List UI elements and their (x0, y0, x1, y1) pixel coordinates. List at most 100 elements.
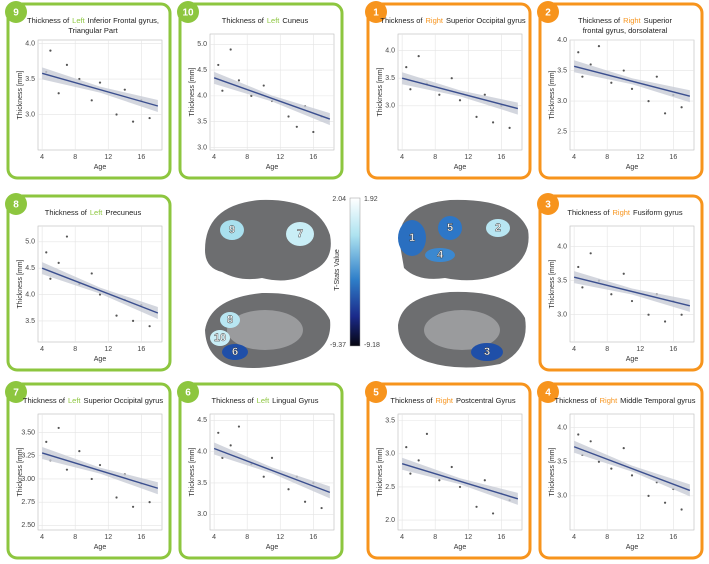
data-point (655, 75, 658, 78)
x-tick-label: 4 (40, 346, 44, 353)
y-axis-label: Thickness [mm] (189, 67, 196, 116)
x-tick-label: 8 (605, 346, 609, 353)
data-point (680, 313, 683, 316)
brain-images: T-Stats Value 2.04 1.92 -9.37 -9.18 (205, 196, 529, 368)
data-point (90, 99, 93, 102)
region-label: 2 (495, 222, 501, 234)
data-point (647, 100, 650, 103)
title-hemisphere: Right (435, 396, 453, 405)
y-tick-label: 4.5 (25, 265, 35, 272)
data-point (597, 45, 601, 48)
data-point (458, 485, 462, 489)
data-point (409, 472, 412, 475)
data-point (123, 88, 126, 91)
panel-title: Triangular Part (68, 26, 118, 35)
y-tick-label: 3.5 (385, 417, 395, 424)
data-point (491, 121, 495, 124)
data-point (622, 272, 625, 275)
fit-line (213, 447, 331, 494)
data-point (475, 115, 478, 118)
data-point (581, 286, 584, 289)
title-hemisphere: Left (68, 396, 81, 405)
data-point (622, 69, 625, 72)
y-tick-label: 4.5 (197, 67, 207, 74)
x-tick-label: 16 (137, 346, 145, 353)
data-point (630, 299, 634, 303)
x-tick-label: 12 (636, 346, 644, 353)
data-point (597, 460, 601, 463)
y-tick-label: 3.0 (385, 103, 395, 110)
y-tick-label: 4.0 (557, 243, 567, 250)
panel-title: Thickness of Right Superior Occipital gyru… (380, 16, 525, 25)
data-point (98, 293, 102, 296)
y-tick-label: 3.5 (385, 75, 395, 82)
y-tick-label: 3.5 (557, 277, 567, 284)
data-point (65, 235, 69, 238)
region-label: 5 (447, 222, 453, 234)
badge-number: 10 (182, 8, 194, 19)
x-axis-label: Age (454, 544, 467, 551)
data-point (450, 77, 453, 80)
data-point (589, 252, 592, 255)
x-tick-label: 12 (636, 154, 644, 161)
x-tick-label: 4 (572, 154, 576, 161)
badge (537, 193, 559, 215)
data-point (217, 431, 220, 434)
x-tick-label: 12 (104, 154, 112, 161)
fit-line (401, 463, 519, 500)
data-point (217, 63, 220, 67)
x-tick-label: 4 (212, 154, 216, 161)
y-tick-label: 4.0 (25, 40, 35, 47)
badge-number: 3 (545, 200, 551, 211)
x-axis-label: Age (626, 356, 639, 363)
title-prefix: Thickness of (390, 396, 433, 405)
x-axis-label: Age (94, 164, 107, 171)
data-point (115, 113, 118, 116)
title-prefix: Thickness of (212, 396, 255, 405)
title-rest: Postcentral Gyrus (456, 396, 516, 405)
plot-area (37, 39, 163, 151)
x-axis-label: Age (626, 164, 639, 171)
title-rest: Inferior Frontal gyrus, (88, 16, 159, 25)
badge-number: 7 (13, 388, 19, 399)
x-tick-label: 4 (400, 534, 404, 541)
data-point (647, 313, 650, 316)
title-rest: Cuneus (282, 16, 308, 25)
fit-line (41, 267, 159, 314)
data-point (78, 77, 81, 81)
x-axis-label: Age (94, 544, 107, 551)
badge-number: 1 (373, 8, 379, 19)
x-tick-label: 16 (497, 534, 505, 541)
title-prefix: Thickness of (45, 208, 88, 217)
data-point (663, 112, 667, 115)
data-point (577, 265, 580, 269)
title-hemisphere: Left (90, 208, 103, 217)
panel-title: Thickness of Left Precuneus (45, 208, 142, 217)
region-label: 3 (484, 346, 490, 358)
y-axis-label: Thickness [mm] (189, 447, 196, 496)
y-axis-label: Thickness [mm] (549, 70, 556, 119)
data-point (287, 115, 290, 118)
colorbar-tick: 1.92 (364, 196, 378, 203)
region-label: 10 (214, 332, 226, 344)
data-point (229, 444, 232, 447)
y-tick-label: 3.50 (21, 429, 35, 436)
data-point (78, 450, 81, 453)
x-tick-label: 12 (464, 154, 472, 161)
x-tick-label: 4 (572, 534, 576, 541)
title-rest: Middle Temporal gyrus (620, 396, 696, 405)
x-tick-label: 16 (309, 534, 317, 541)
badge (177, 381, 199, 403)
x-tick-label: 12 (276, 154, 284, 161)
data-point (262, 84, 265, 87)
title-rest: Precuneus (105, 208, 141, 217)
data-point (115, 314, 118, 317)
x-tick-label: 16 (669, 346, 677, 353)
y-tick-label: 2.5 (385, 484, 395, 491)
title-rest: Superior Occipital gyrus (84, 396, 164, 405)
x-axis-label: Age (266, 544, 279, 551)
data-point (438, 93, 441, 96)
fit-line (213, 77, 331, 120)
data-point (131, 505, 135, 508)
y-tick-label: 3.25 (21, 453, 35, 460)
